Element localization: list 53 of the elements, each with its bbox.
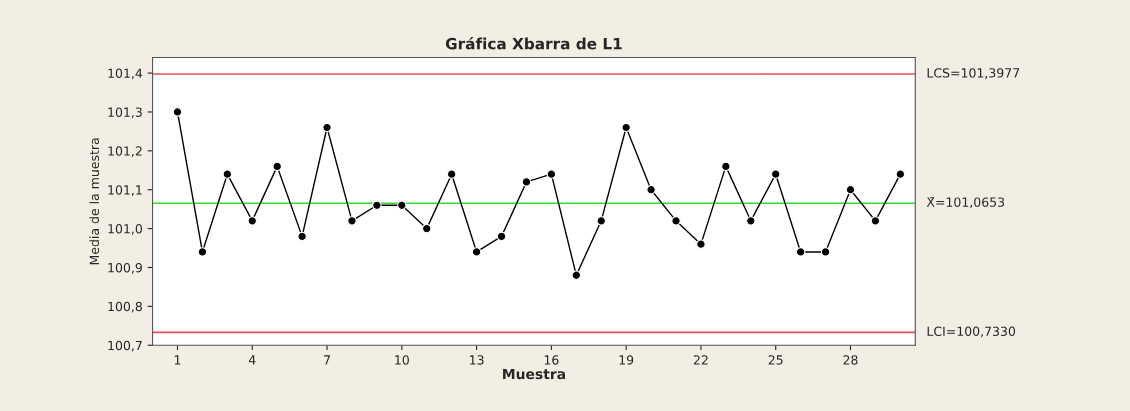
x-tick-label: 10 [395, 355, 409, 365]
x-tick-label: 22 [693, 355, 708, 365]
x-tick-label: 7 [324, 355, 330, 365]
point [247, 216, 257, 226]
x-tick-label: 16 [544, 355, 559, 365]
x-tick-label: 28 [843, 355, 858, 365]
x-tick-label: 13 [470, 355, 484, 365]
point [397, 200, 407, 210]
point [845, 185, 856, 195]
x-tick-label: 1 [174, 355, 181, 365]
point [571, 270, 581, 280]
y-tick-label: 101,3 [108, 107, 142, 119]
point [422, 223, 432, 234]
x-tick-label: 25 [768, 355, 783, 365]
x-axis-title: Muestra [503, 368, 565, 380]
point [272, 161, 282, 172]
x-tick-label: 4 [248, 355, 256, 365]
point [820, 247, 831, 257]
point [222, 169, 233, 179]
y-axis-title: Media de la muestra [89, 138, 100, 265]
point [372, 200, 382, 210]
y-tick-label: 100,7 [108, 340, 142, 352]
point [446, 169, 457, 179]
y-tick-label: 101,4 [108, 68, 143, 80]
point [172, 107, 183, 117]
point [671, 216, 681, 226]
ref-line-label: LCS=101,3977 [927, 68, 1020, 79]
y-tick-label: 100,9 [108, 262, 142, 274]
point [521, 177, 532, 187]
point [721, 161, 731, 172]
point [347, 216, 357, 226]
y-tick-label: 100,8 [108, 301, 142, 313]
chart-title: Gráfica Xbarra de L1 [445, 36, 622, 50]
point [496, 231, 507, 242]
point [870, 216, 881, 226]
ref-line-label: X̄=101,0653 [926, 197, 1005, 209]
point [646, 185, 656, 195]
point [197, 247, 208, 257]
point [471, 247, 482, 257]
point [596, 216, 606, 226]
point [621, 122, 631, 133]
ref-line-label: LCI=100,7330 [927, 326, 1016, 338]
y-tick-label: 101,0 [108, 224, 142, 235]
y-tick-label: 101,2 [108, 146, 142, 158]
point [771, 169, 781, 179]
point [895, 169, 906, 179]
point [696, 239, 706, 249]
point [297, 231, 307, 242]
point [546, 169, 557, 179]
point [795, 247, 806, 257]
y-tick-label: 101,1 [108, 185, 142, 196]
point [746, 216, 756, 226]
x-tick-label: 19 [619, 355, 634, 365]
